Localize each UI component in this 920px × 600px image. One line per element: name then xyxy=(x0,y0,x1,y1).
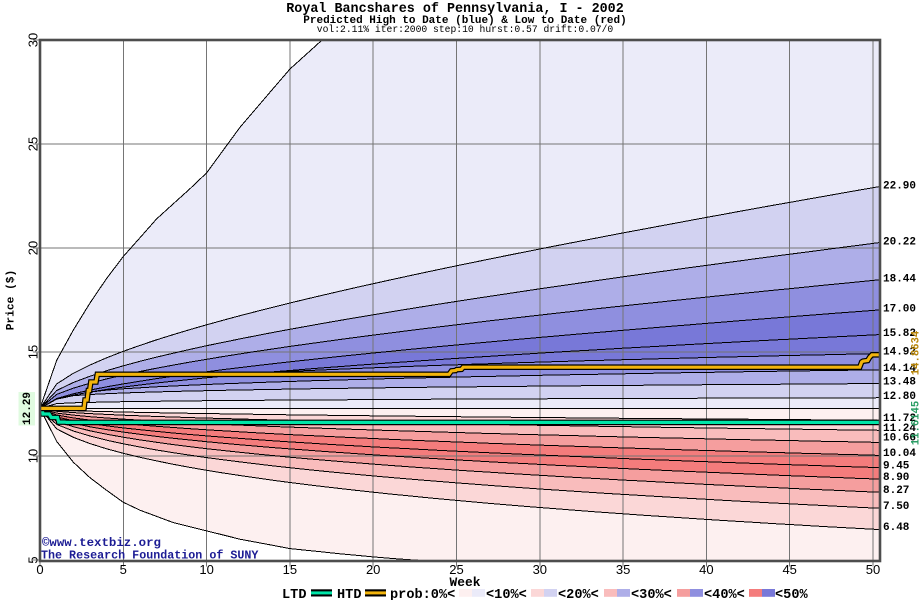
svg-text:0: 0 xyxy=(36,562,43,577)
svg-text:LTD: LTD xyxy=(282,588,306,600)
svg-text:12.29: 12.29 xyxy=(22,392,34,425)
svg-text:10.04: 10.04 xyxy=(883,448,916,460)
svg-text:vol:2.11% iter:2000 step:10 hu: vol:2.11% iter:2000 step:10 hurst:0.57 d… xyxy=(317,24,614,35)
svg-text:12.80: 12.80 xyxy=(883,391,916,403)
svg-text:50: 50 xyxy=(866,562,880,577)
svg-text:20: 20 xyxy=(25,241,40,255)
svg-text:<40%<: <40%< xyxy=(704,588,745,600)
svg-text:The Research Foundation of SUN: The Research Foundation of SUNY xyxy=(41,549,258,563)
svg-text:14.92: 14.92 xyxy=(883,347,916,359)
svg-text:<50%: <50% xyxy=(775,588,808,600)
svg-text:Price ($): Price ($) xyxy=(6,270,18,330)
svg-text:5: 5 xyxy=(120,562,127,577)
svg-text:HTD: HTD xyxy=(337,588,361,600)
svg-text:35: 35 xyxy=(616,562,630,577)
svg-text:17.00: 17.00 xyxy=(883,303,916,315)
svg-text:15.82: 15.82 xyxy=(883,328,916,340)
svg-text:©www.textbiz.org: ©www.textbiz.org xyxy=(42,536,161,550)
svg-text:prob:0%<: prob:0%< xyxy=(390,588,455,600)
svg-text:10: 10 xyxy=(25,449,40,463)
svg-text:25: 25 xyxy=(449,562,463,577)
svg-text:Week: Week xyxy=(450,575,481,590)
svg-text:25: 25 xyxy=(25,137,40,151)
svg-text:20.22: 20.22 xyxy=(883,236,916,248)
svg-text:<30%<: <30%< xyxy=(631,588,672,600)
svg-text:11.72: 11.72 xyxy=(883,413,916,425)
svg-text:20: 20 xyxy=(366,562,380,577)
svg-text:18.44: 18.44 xyxy=(883,273,916,285)
svg-text:5: 5 xyxy=(25,556,40,563)
svg-text:10: 10 xyxy=(199,562,213,577)
svg-text:10.66: 10.66 xyxy=(883,432,916,444)
svg-text:14.8634: 14.8634 xyxy=(910,330,920,375)
svg-text:8.27: 8.27 xyxy=(883,485,909,497)
svg-text:Predicted High to Date (blue): Predicted High to Date (blue) & Low to D… xyxy=(303,15,626,27)
svg-text:Royal Bancshares of Pennsylvan: Royal Bancshares of Pennsylvania, I - 20… xyxy=(286,2,624,17)
svg-text:13.48: 13.48 xyxy=(883,377,916,389)
svg-text:7.50: 7.50 xyxy=(883,501,909,513)
svg-text:9.45: 9.45 xyxy=(883,460,910,472)
svg-text:45: 45 xyxy=(782,562,796,577)
svg-text:22.90: 22.90 xyxy=(883,181,916,193)
svg-text:40: 40 xyxy=(699,562,713,577)
svg-text:11.24: 11.24 xyxy=(883,423,916,435)
svg-text:30: 30 xyxy=(25,33,40,47)
svg-text:<20%<: <20%< xyxy=(558,588,599,600)
svg-text:15: 15 xyxy=(283,562,297,577)
svg-text:14.14: 14.14 xyxy=(883,363,916,375)
svg-text:6.48: 6.48 xyxy=(883,522,910,534)
svg-text:8.90: 8.90 xyxy=(883,472,909,484)
svg-text:30: 30 xyxy=(533,562,547,577)
svg-text:15: 15 xyxy=(25,345,40,359)
svg-text:<10%<: <10%< xyxy=(486,588,527,600)
svg-text:11.6145: 11.6145 xyxy=(910,401,920,446)
